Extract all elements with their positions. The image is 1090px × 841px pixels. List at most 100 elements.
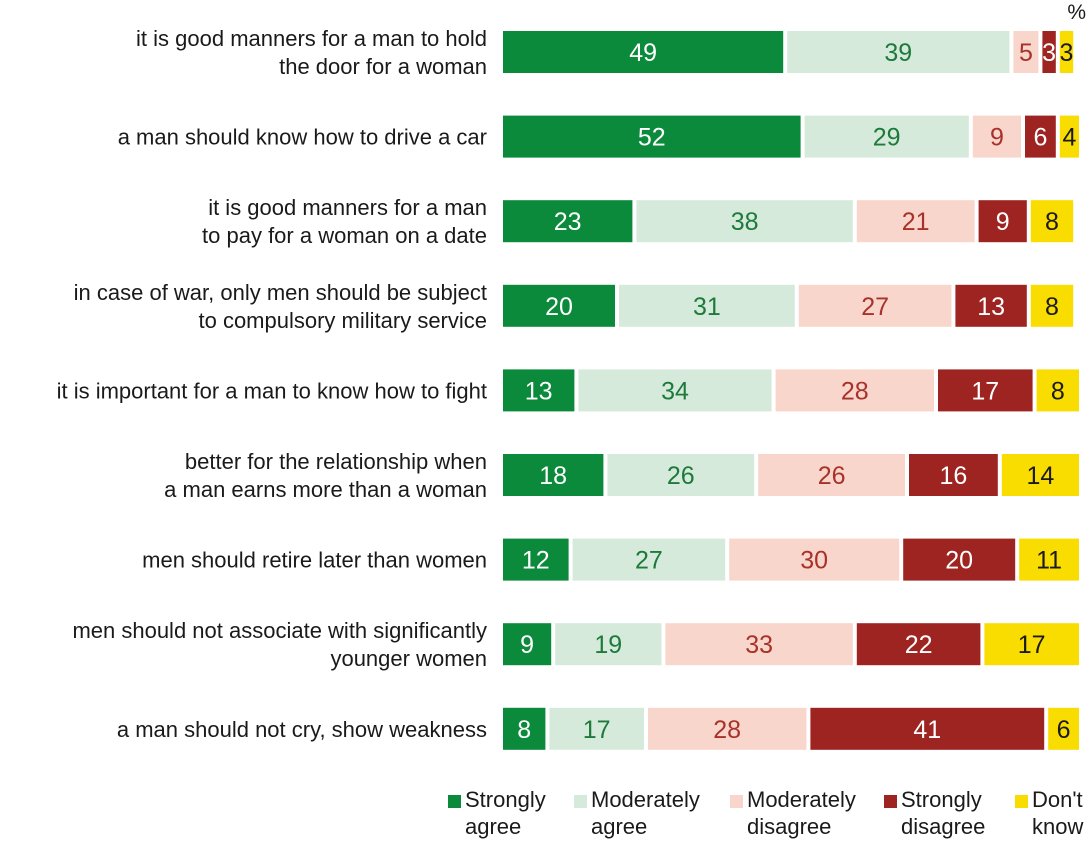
value-label: 6	[1057, 716, 1071, 744]
value-label: 8	[517, 716, 531, 744]
value-label: 13	[525, 377, 553, 405]
bar-segment-strongly-agree	[503, 707, 546, 750]
value-label: 22	[905, 631, 933, 659]
value-label: 27	[635, 547, 663, 575]
bar-segment-don-t-know	[984, 623, 1079, 666]
bar-segment-don-t-know	[1059, 115, 1079, 158]
value-label: 12	[522, 547, 550, 575]
bar-segment-moderately-agree	[578, 369, 772, 412]
value-label: 20	[545, 293, 573, 321]
bar-segment-don-t-know	[1030, 284, 1074, 327]
value-label: 19	[594, 631, 622, 659]
category-label-line: it is good manners for a man to hold	[136, 26, 487, 51]
category-label-line: a man should know how to drive a car	[118, 125, 487, 150]
bar-segment-strongly-agree	[503, 284, 615, 327]
legend-item: Moderately agree	[574, 786, 700, 840]
bar-segment-don-t-know	[1048, 707, 1079, 750]
bar-segment-strongly-disagree	[978, 200, 1027, 243]
category-label-line: better for the relationship when	[185, 449, 487, 474]
bar-segment-moderately-disagree	[648, 707, 807, 750]
value-label: 21	[902, 208, 930, 236]
bar-segment-strongly-disagree	[903, 538, 1016, 581]
value-label: 28	[841, 377, 869, 405]
value-label: 8	[1045, 208, 1059, 236]
value-label: 8	[1045, 293, 1059, 321]
bar-segment-moderately-disagree	[856, 200, 975, 243]
value-label: 18	[539, 462, 567, 490]
bar-segment-don-t-know	[1019, 538, 1079, 581]
bar-segments	[503, 31, 1079, 750]
value-label: 5	[1019, 39, 1033, 67]
legend-item: Don't know	[1015, 786, 1083, 840]
category-labels: it is good manners for a man to hold the …	[57, 26, 487, 742]
bar-segment-strongly-disagree	[810, 707, 1045, 750]
bar-segment-strongly-agree	[503, 31, 784, 73]
bar-segment-moderately-disagree	[1013, 31, 1039, 73]
value-label: 26	[818, 462, 846, 490]
value-label: 38	[731, 208, 759, 236]
bar-segment-don-t-know	[1036, 369, 1079, 412]
legend-item: Strongly agree	[448, 786, 546, 840]
legend-swatch	[884, 795, 897, 808]
category-label: in case of war, only men should be subje…	[74, 280, 487, 333]
value-label: 17	[583, 716, 611, 744]
category-label-line: in case of war, only men should be subje…	[74, 280, 487, 305]
value-label: 52	[638, 124, 666, 152]
bar-segment-strongly-disagree	[955, 284, 1027, 327]
legend-swatch	[448, 795, 461, 808]
category-label: a man should not cry, show weakness	[117, 717, 487, 742]
value-label: 9	[990, 124, 1004, 152]
legend-label: Moderately agree	[591, 787, 700, 839]
value-label: 41	[913, 716, 941, 744]
bar-segment-don-t-know	[1030, 200, 1074, 243]
legend-item: Strongly disagree	[884, 786, 985, 840]
category-label-line: younger women	[330, 646, 487, 671]
bar-segment-moderately-agree	[549, 707, 644, 750]
bar-segment-don-t-know	[1001, 454, 1079, 496]
value-label: 26	[667, 462, 695, 490]
bar-segment-moderately-disagree	[775, 369, 934, 412]
legend-label: Don't know	[1032, 787, 1084, 839]
legend-swatch	[1015, 795, 1028, 808]
bar-segment-strongly-agree	[503, 538, 569, 581]
category-label-line: to pay for a woman on a date	[202, 223, 487, 248]
category-label-line: men should not associate with significan…	[72, 618, 487, 643]
legend-label: Moderately disagree	[747, 787, 856, 839]
bar-segment-strongly-agree	[503, 369, 575, 412]
category-label: men should retire later than women	[142, 548, 487, 573]
value-label: 33	[745, 631, 773, 659]
value-label: 34	[661, 377, 689, 405]
value-label: 30	[800, 547, 828, 575]
bar-segment-strongly-disagree	[1025, 115, 1056, 158]
value-label: 27	[861, 293, 889, 321]
value-label: 3	[1042, 39, 1056, 67]
value-label: 4	[1062, 124, 1076, 152]
value-label: 20	[945, 547, 973, 575]
value-label: 31	[693, 293, 721, 321]
category-label-line: men should retire later than women	[142, 548, 487, 573]
category-label-line: a man earns more than a woman	[164, 477, 487, 502]
bar-segment-moderately-disagree	[665, 623, 853, 666]
legend-item: Moderately disagree	[730, 786, 856, 840]
value-label: 14	[1026, 462, 1054, 490]
value-label: 11	[1036, 547, 1062, 575]
bar-segment-moderately-agree	[619, 284, 795, 327]
category-label-line: it is good manners for a man	[208, 195, 487, 220]
value-labels: 49 39 5 3 352 29 9 6 423 38 21 9 820 31 27 13 813 34 28 17 8…	[517, 39, 1076, 744]
bar-segment-strongly-agree	[503, 454, 604, 496]
value-label: 28	[713, 716, 741, 744]
value-label: 13	[977, 293, 1005, 321]
value-label: 8	[1051, 377, 1065, 405]
value-label: 23	[554, 208, 582, 236]
bar-segment-strongly-agree	[503, 623, 552, 666]
category-label: better for the relationship when a man ea…	[164, 449, 487, 502]
category-label-line: a man should not cry, show weakness	[117, 717, 487, 742]
value-label: 17	[971, 377, 999, 405]
value-label: 3	[1060, 39, 1074, 67]
category-label-line: to compulsory military service	[198, 308, 487, 333]
bar-segment-moderately-disagree	[758, 454, 905, 496]
bar-segment-strongly-disagree	[909, 454, 998, 496]
bar-segment-moderately-disagree	[972, 115, 1021, 158]
category-label: men should not associate with significan…	[72, 618, 487, 671]
